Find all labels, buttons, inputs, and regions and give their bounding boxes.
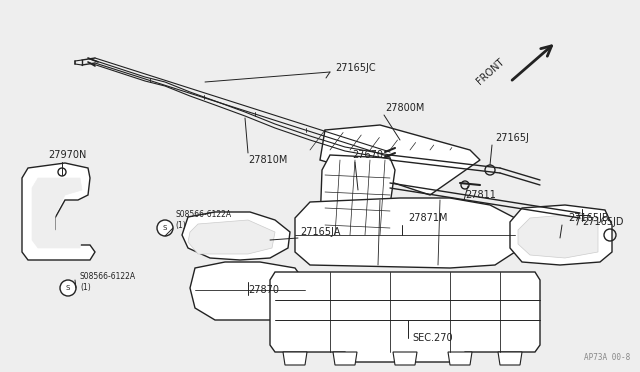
Text: 27800M: 27800M xyxy=(385,103,424,113)
Text: 27810M: 27810M xyxy=(248,155,287,165)
Text: 27871M: 27871M xyxy=(408,213,447,223)
Text: 27165J: 27165J xyxy=(495,133,529,143)
Text: S: S xyxy=(66,285,70,291)
Text: 27165JB: 27165JB xyxy=(568,213,609,223)
Text: 27165JC: 27165JC xyxy=(335,63,376,73)
Polygon shape xyxy=(320,125,480,195)
Text: 27811: 27811 xyxy=(465,190,496,200)
Text: S: S xyxy=(163,225,167,231)
Polygon shape xyxy=(320,155,395,240)
Text: 27165JD: 27165JD xyxy=(582,217,623,227)
Text: 27670: 27670 xyxy=(352,150,383,160)
Polygon shape xyxy=(333,352,357,365)
Circle shape xyxy=(58,168,66,176)
Text: SEC.270: SEC.270 xyxy=(412,333,452,343)
Polygon shape xyxy=(190,262,305,320)
Circle shape xyxy=(60,280,76,296)
Text: S08566-6122A
(1): S08566-6122A (1) xyxy=(80,272,136,292)
Polygon shape xyxy=(510,205,612,265)
Text: AP73A 00-8: AP73A 00-8 xyxy=(584,353,630,362)
Polygon shape xyxy=(32,178,82,248)
Polygon shape xyxy=(498,352,522,365)
Text: 27970N: 27970N xyxy=(48,150,86,160)
Text: 27870: 27870 xyxy=(248,285,279,295)
Polygon shape xyxy=(22,163,95,260)
Polygon shape xyxy=(182,212,290,260)
Polygon shape xyxy=(295,198,515,268)
Polygon shape xyxy=(270,272,540,362)
Polygon shape xyxy=(448,352,472,365)
Polygon shape xyxy=(393,352,417,365)
Text: FRONT: FRONT xyxy=(474,57,506,87)
Text: 27165JA: 27165JA xyxy=(300,227,340,237)
Polygon shape xyxy=(188,220,275,254)
Circle shape xyxy=(157,220,173,236)
Polygon shape xyxy=(283,352,307,365)
Text: S08566-6122A
(1): S08566-6122A (1) xyxy=(175,210,231,230)
Polygon shape xyxy=(518,215,598,258)
